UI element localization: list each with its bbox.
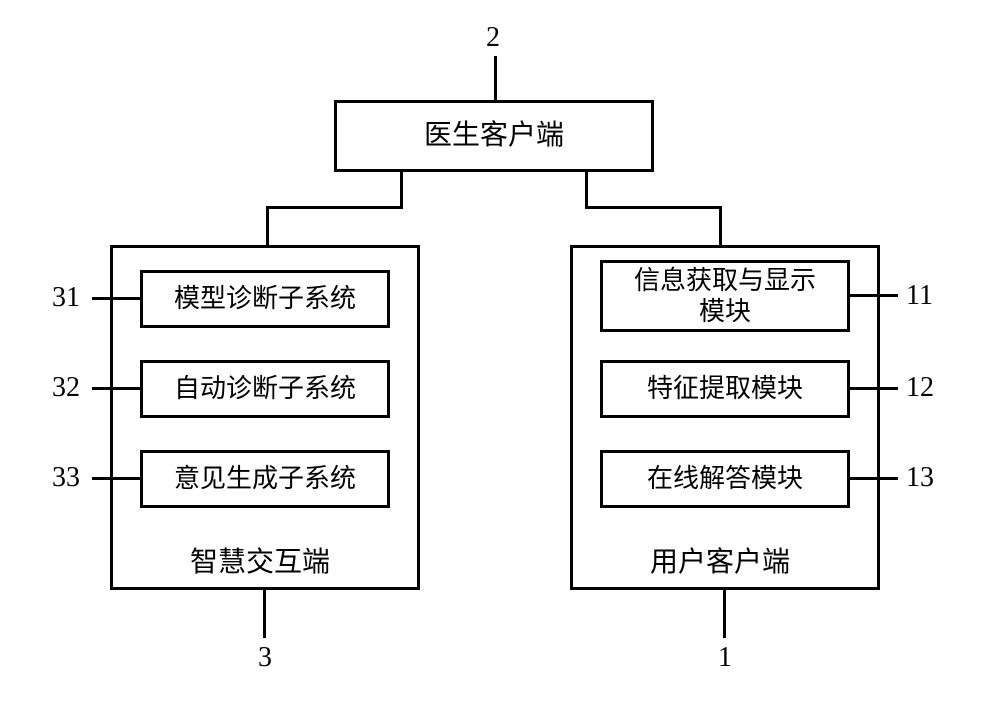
num-13: 13 bbox=[906, 462, 934, 494]
left-inner-1: 自动诊断子系统 bbox=[140, 360, 390, 418]
right-inner-1-label: 特征提取模块 bbox=[647, 373, 803, 404]
left-inner-1-label: 自动诊断子系统 bbox=[174, 373, 356, 404]
diagram-canvas: 2 医生客户端 模型诊断子系统 自动诊断子系统 意见生成子系统 智慧交互端 31… bbox=[0, 0, 1000, 708]
conn-num-33 bbox=[92, 477, 140, 480]
num-33: 33 bbox=[52, 462, 80, 494]
right-inner-0: 信息获取与显示模块 bbox=[600, 260, 850, 332]
right-bottom-number: 1 bbox=[718, 642, 732, 674]
conn-num-13 bbox=[850, 477, 898, 480]
conn-num-12 bbox=[850, 387, 898, 390]
conn-num-31 bbox=[92, 297, 140, 300]
left-inner-2-label: 意见生成子系统 bbox=[174, 463, 356, 494]
conn-num-11 bbox=[850, 294, 898, 297]
left-inner-0: 模型诊断子系统 bbox=[140, 270, 390, 328]
num-12: 12 bbox=[906, 372, 934, 404]
conn-left-to-panel bbox=[266, 206, 269, 245]
conn-num-32 bbox=[92, 387, 140, 390]
left-inner-0-label: 模型诊断子系统 bbox=[174, 283, 356, 314]
right-inner-2: 在线解答模块 bbox=[600, 450, 850, 508]
num-32: 32 bbox=[52, 372, 80, 404]
conn-left-down bbox=[400, 172, 403, 208]
conn-left-horiz bbox=[266, 206, 403, 209]
conn-left-bottom bbox=[263, 590, 266, 638]
conn-right-to-panel bbox=[719, 206, 722, 245]
left-panel-title: 智慧交互端 bbox=[190, 540, 330, 580]
conn-right-down bbox=[585, 172, 588, 208]
right-panel-title: 用户客户端 bbox=[650, 540, 790, 580]
conn-top-number bbox=[494, 56, 497, 100]
top-box: 医生客户端 bbox=[334, 100, 654, 172]
num-31: 31 bbox=[52, 282, 80, 314]
top-number: 2 bbox=[486, 22, 500, 54]
num-11: 11 bbox=[906, 280, 933, 312]
conn-right-horiz bbox=[585, 206, 722, 209]
right-inner-1: 特征提取模块 bbox=[600, 360, 850, 418]
right-inner-2-label: 在线解答模块 bbox=[647, 463, 803, 494]
top-box-label: 医生客户端 bbox=[424, 119, 564, 153]
right-inner-0-label: 信息获取与显示模块 bbox=[634, 265, 816, 327]
left-inner-2: 意见生成子系统 bbox=[140, 450, 390, 508]
conn-right-bottom bbox=[723, 590, 726, 638]
left-bottom-number: 3 bbox=[258, 642, 272, 674]
